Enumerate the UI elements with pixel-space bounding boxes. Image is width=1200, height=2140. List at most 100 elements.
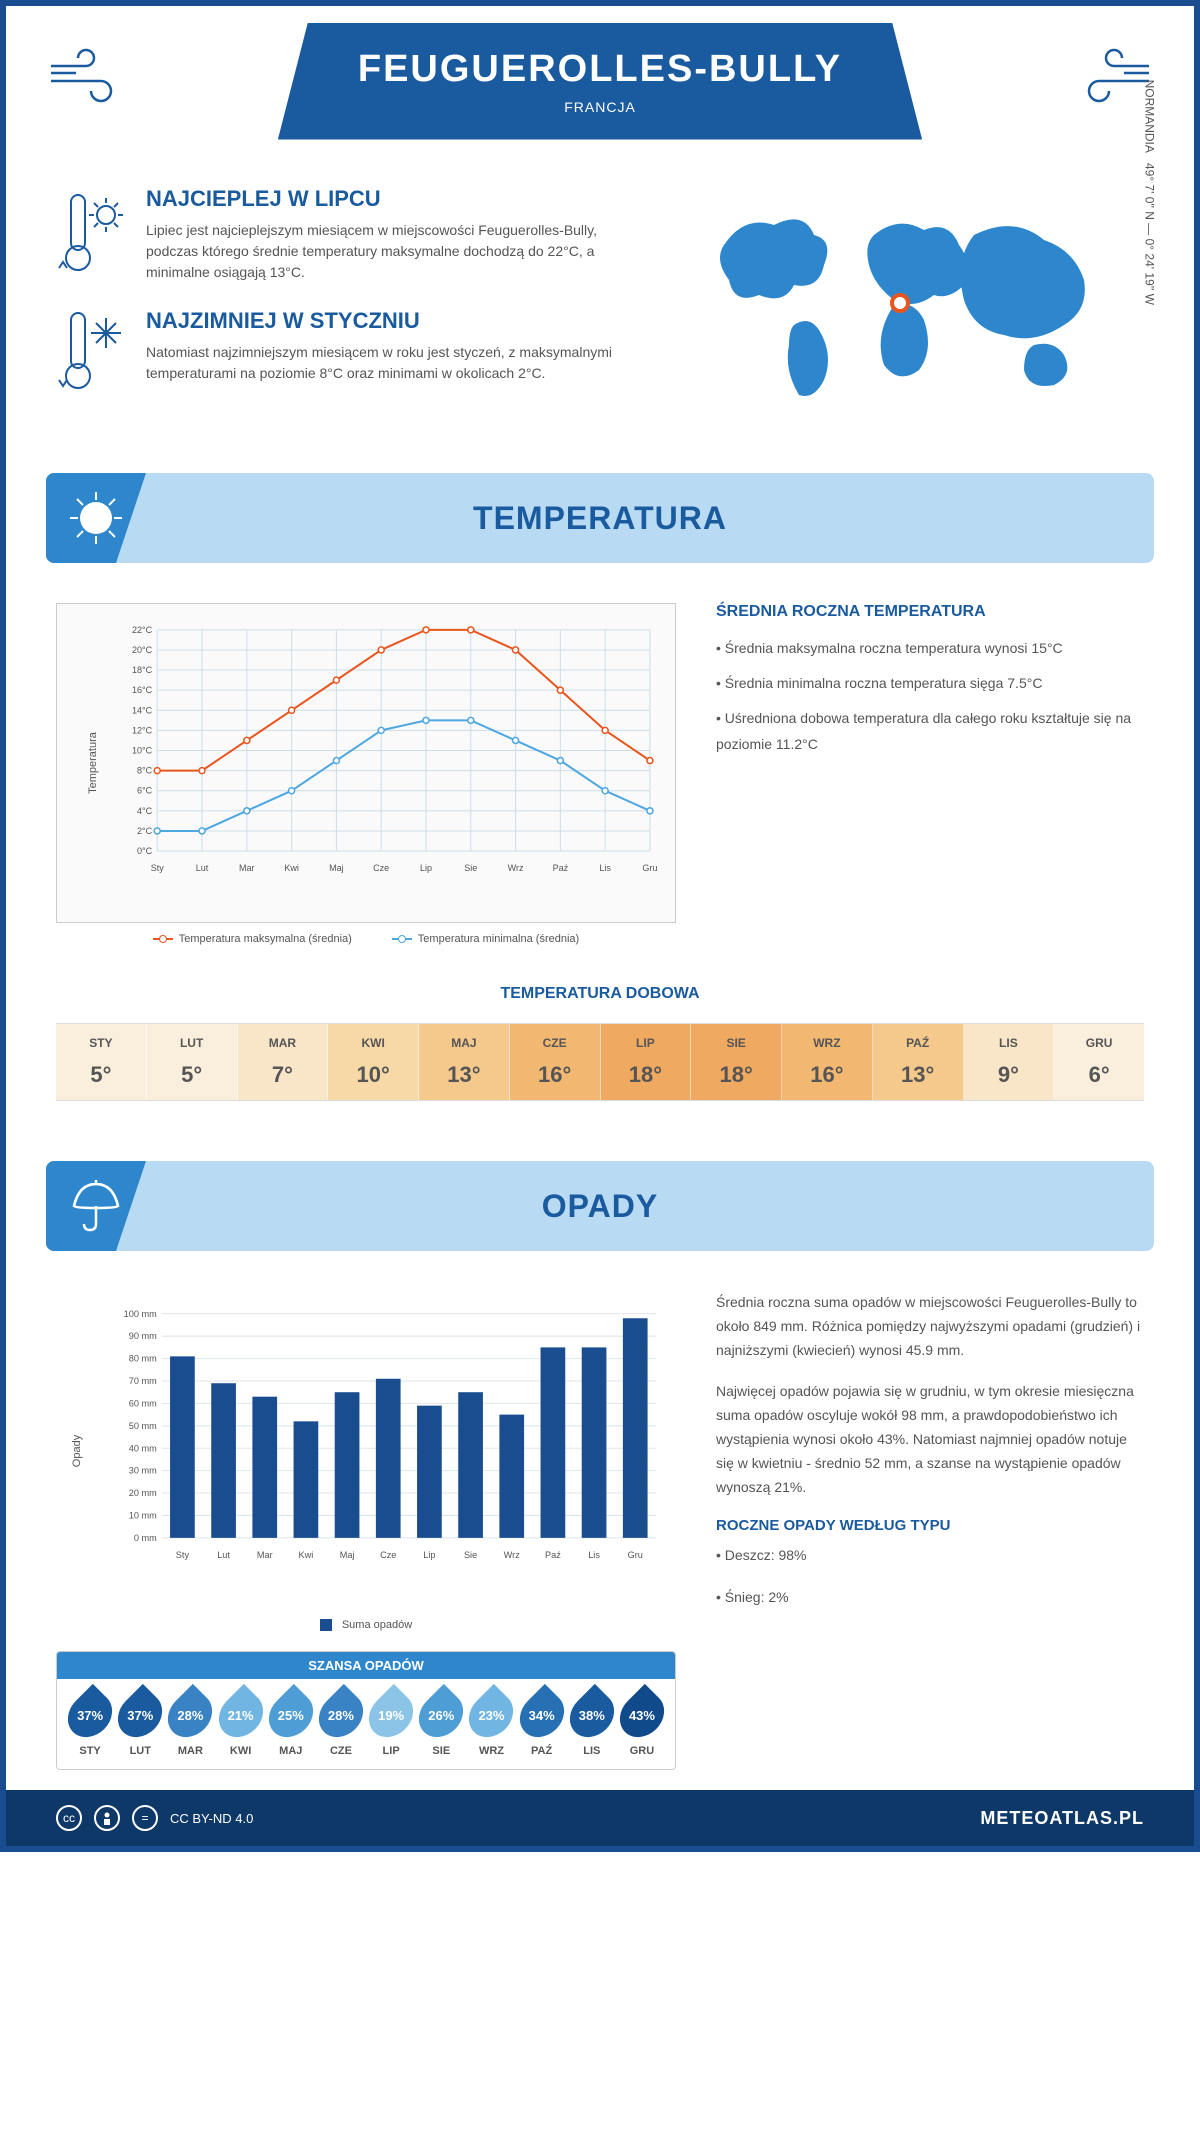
svg-text:80 mm: 80 mm (129, 1354, 157, 1364)
svg-text:40 mm: 40 mm (129, 1443, 157, 1453)
daily-value: 10° (328, 1062, 418, 1088)
svg-text:20°C: 20°C (132, 645, 153, 655)
drop-icon: 38% (572, 1691, 612, 1739)
daily-value: 16° (510, 1062, 600, 1088)
svg-text:Cze: Cze (373, 863, 389, 873)
precipitation-chance-box: SZANSA OPADÓW 37%STY37%LUT28%MAR21%KWI25… (56, 1651, 676, 1770)
chance-value: 38% (579, 1708, 605, 1723)
country-label: FRANCJA (358, 99, 842, 115)
chance-grid: 37% STY37%LUT28% MAR 21% KWI 25% MAJ28%CZE 19% L… (57, 1679, 675, 1769)
chance-value: 34% (529, 1708, 555, 1723)
svg-text:Lis: Lis (588, 1550, 600, 1560)
page: FEUGUEROLLES-BULLY FRANCJA NAJCIEPLEJ W … (0, 0, 1200, 1852)
precip-type: • Deszcz: 98% (716, 1544, 1144, 1568)
chance-month: KWI (216, 1745, 266, 1757)
svg-text:Kwi: Kwi (299, 1550, 314, 1560)
chance-value: 21% (228, 1708, 254, 1723)
precipitation-body: Opady 0 mm10 mm20 mm30 mm40 mm50 mm60 mm… (6, 1271, 1194, 1790)
daily-month: KWI (328, 1036, 418, 1050)
coldest-row: NAJZIMNIEJ W STYCZNIU Natomiast najzimni… (56, 308, 624, 398)
svg-text:Sty: Sty (151, 863, 165, 873)
daily-month: CZE (510, 1036, 600, 1050)
umbrella-icon (46, 1161, 146, 1251)
precip-type: • Śnieg: 2% (716, 1586, 1144, 1610)
chance-value: 23% (478, 1708, 504, 1723)
coldest-text: NAJZIMNIEJ W STYCZNIU Natomiast najzimni… (146, 308, 624, 398)
wind-icon-left (46, 41, 126, 126)
svg-text:Lip: Lip (420, 863, 432, 873)
coldest-title: NAJZIMNIEJ W STYCZNIU (146, 308, 624, 334)
precipitation-chart-area: Opady 0 mm10 mm20 mm30 mm40 mm50 mm60 mm… (56, 1291, 676, 1770)
drop-icon: 21% (221, 1691, 261, 1739)
header: FEUGUEROLLES-BULLY FRANCJA (6, 6, 1194, 156)
drop-icon: 34% (522, 1691, 562, 1739)
hottest-title: NAJCIEPLEJ W LIPCU (146, 186, 624, 212)
svg-text:2°C: 2°C (137, 826, 153, 836)
bar-legend-swatch (320, 1619, 332, 1631)
svg-text:Mar: Mar (239, 863, 255, 873)
drop-icon: 23% (471, 1691, 511, 1739)
chance-month: STY (65, 1745, 115, 1757)
daily-cell: MAJ 13° (419, 1024, 510, 1100)
drop-icon: 43% (622, 1691, 662, 1739)
chance-month: MAR (165, 1745, 215, 1757)
svg-text:6°C: 6°C (137, 786, 153, 796)
temperature-title: TEMPERATURA (473, 500, 727, 537)
svg-text:0°C: 0°C (137, 846, 153, 856)
daily-cell: LIP18° (601, 1024, 692, 1100)
chance-cell: 34%PAŹ (517, 1691, 567, 1757)
chance-value: 19% (378, 1708, 404, 1723)
temperature-legend: Temperatura maksymalna (średnia) Tempera… (56, 933, 676, 945)
chance-cell: 28%CZE (316, 1691, 366, 1757)
chance-month: LIS (567, 1745, 617, 1757)
daily-cell: CZE 16° (510, 1024, 601, 1100)
svg-text:16°C: 16°C (132, 685, 153, 695)
precipitation-title: OPADY (542, 1188, 658, 1225)
svg-text:18°C: 18°C (132, 665, 153, 675)
drop-icon: 19% (371, 1691, 411, 1739)
footer: cc = CC BY-ND 4.0 METEOATLAS.PL (6, 1790, 1194, 1846)
precipitation-bar-chart: Opady 0 mm10 mm20 mm30 mm40 mm50 mm60 mm… (56, 1291, 676, 1611)
chance-cell: 26% SIE (416, 1691, 466, 1757)
svg-text:Mar: Mar (257, 1550, 273, 1560)
by-icon (94, 1805, 120, 1831)
daily-value: 18° (691, 1062, 781, 1088)
chance-month: MAJ (266, 1745, 316, 1757)
svg-text:Maj: Maj (329, 863, 344, 873)
daily-value: 13° (873, 1062, 963, 1088)
chance-value: 26% (428, 1708, 454, 1723)
temp-ylabel: Temperatura (87, 732, 99, 794)
daily-temperature: TEMPERATURA DOBOWA STY5°LUT5°MAR7°KWI10°… (6, 965, 1194, 1141)
svg-text:14°C: 14°C (132, 705, 153, 715)
daily-value: 13° (419, 1062, 509, 1088)
svg-text:60 mm: 60 mm (129, 1398, 157, 1408)
temperature-info: ŚREDNIA ROCZNA TEMPERATURA • Średnia mak… (716, 603, 1144, 945)
chance-cell: 25% MAJ (266, 1691, 316, 1757)
svg-text:Lip: Lip (423, 1550, 435, 1560)
chance-value: 25% (278, 1708, 304, 1723)
drop-icon: 26% (421, 1691, 461, 1739)
drop-icon: 28% (170, 1691, 210, 1739)
svg-text:22°C: 22°C (132, 625, 153, 635)
coldest-body: Natomiast najzimniejszym miesiącem w rok… (146, 342, 624, 384)
temperature-line-chart: Temperatura 0°C2°C4°C6°C8°C10°C12°C14°C1… (56, 603, 676, 923)
temperature-section-header: TEMPERATURA (46, 473, 1154, 563)
daily-month: STY (56, 1036, 146, 1050)
temperature-chart-area: Temperatura 0°C2°C4°C6°C8°C10°C12°C14°C1… (56, 603, 676, 945)
chance-cell: 28% MAR (165, 1691, 215, 1757)
daily-cell: LIS9° (964, 1024, 1055, 1100)
daily-value: 7° (238, 1062, 328, 1088)
chance-month: SIE (416, 1745, 466, 1757)
chance-month: WRZ (466, 1745, 516, 1757)
precipitation-info: Średnia roczna suma opadów w miejscowośc… (716, 1291, 1144, 1770)
svg-text:20 mm: 20 mm (129, 1488, 157, 1498)
chance-month: CZE (316, 1745, 366, 1757)
intro-section: NAJCIEPLEJ W LIPCU Lipiec jest najcieple… (6, 156, 1194, 453)
drop-icon: 37% (120, 1691, 160, 1739)
chance-cell: 37%LUT (115, 1691, 165, 1757)
chance-value: 43% (629, 1708, 655, 1723)
daily-month: MAJ (419, 1036, 509, 1050)
cc-icon: cc (56, 1805, 82, 1831)
daily-cell: MAR7° (238, 1024, 329, 1100)
daily-cell: SIE18° (691, 1024, 782, 1100)
